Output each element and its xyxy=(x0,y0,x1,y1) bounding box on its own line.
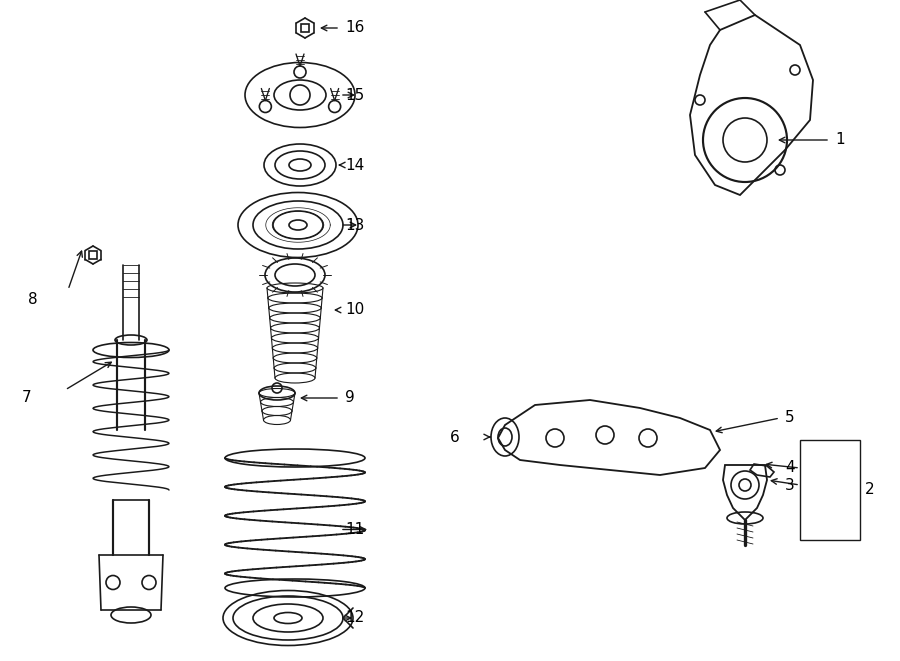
Text: 5: 5 xyxy=(785,410,795,426)
Text: 13: 13 xyxy=(345,217,364,233)
Text: 10: 10 xyxy=(345,303,364,317)
Text: 6: 6 xyxy=(450,430,460,444)
Text: 16: 16 xyxy=(345,20,364,36)
Text: 14: 14 xyxy=(345,157,364,173)
Text: 12: 12 xyxy=(345,611,364,625)
Text: 7: 7 xyxy=(22,391,32,405)
Text: 9: 9 xyxy=(345,391,355,405)
Text: 3: 3 xyxy=(785,477,795,492)
Bar xyxy=(800,440,860,540)
Text: 15: 15 xyxy=(345,87,364,102)
Text: 1: 1 xyxy=(835,132,844,147)
Text: 2: 2 xyxy=(865,483,875,498)
Text: 8: 8 xyxy=(28,293,38,307)
Text: 11: 11 xyxy=(345,522,364,537)
Text: 4: 4 xyxy=(786,461,795,475)
